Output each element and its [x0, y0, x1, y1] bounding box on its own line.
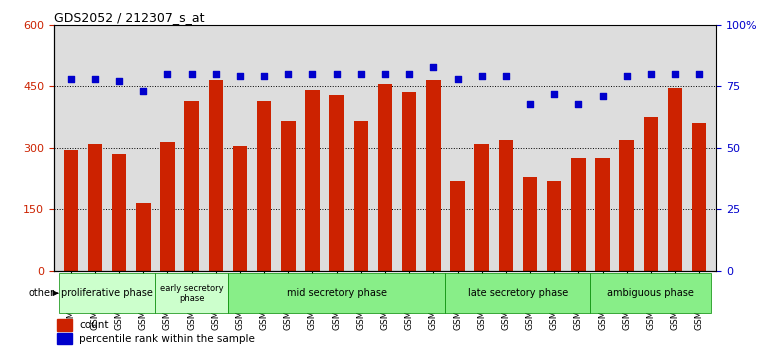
- Bar: [233, 146, 247, 271]
- Bar: [160, 142, 175, 271]
- Point: [330, 71, 343, 77]
- Text: percentile rank within the sample: percentile rank within the sample: [79, 334, 255, 344]
- Bar: [644, 117, 658, 271]
- Bar: [112, 154, 126, 271]
- Point: [572, 101, 584, 106]
- Point: [379, 71, 391, 77]
- Point: [234, 74, 246, 79]
- Point: [355, 71, 367, 77]
- Point: [282, 71, 294, 77]
- Point: [65, 76, 77, 82]
- Text: other: other: [28, 288, 54, 298]
- Bar: [571, 158, 586, 271]
- Bar: [305, 90, 320, 271]
- Bar: [209, 80, 223, 271]
- Point: [186, 71, 198, 77]
- Text: proliferative phase: proliferative phase: [61, 288, 153, 298]
- Bar: [692, 123, 706, 271]
- Point: [113, 79, 126, 84]
- Bar: [57, 319, 72, 331]
- Point: [162, 71, 174, 77]
- Point: [403, 71, 415, 77]
- Bar: [378, 84, 392, 271]
- Point: [693, 71, 705, 77]
- Point: [427, 64, 440, 69]
- Bar: [88, 144, 102, 271]
- Bar: [156, 273, 228, 313]
- Point: [306, 71, 319, 77]
- Bar: [426, 80, 440, 271]
- Point: [89, 76, 101, 82]
- Text: mid secretory phase: mid secretory phase: [286, 288, 387, 298]
- Bar: [330, 95, 344, 271]
- Bar: [57, 332, 72, 344]
- Text: early secretory
phase: early secretory phase: [160, 284, 223, 303]
- Bar: [64, 150, 78, 271]
- Bar: [257, 101, 271, 271]
- Bar: [499, 139, 513, 271]
- Point: [669, 71, 681, 77]
- Point: [548, 91, 561, 97]
- Text: late secretory phase: late secretory phase: [468, 288, 568, 298]
- Text: GDS2052 / 212307_s_at: GDS2052 / 212307_s_at: [54, 11, 204, 24]
- Point: [524, 101, 536, 106]
- Point: [137, 88, 149, 94]
- Point: [596, 93, 608, 99]
- Bar: [668, 88, 682, 271]
- Bar: [184, 101, 199, 271]
- Bar: [474, 144, 489, 271]
- Point: [451, 76, 464, 82]
- Bar: [281, 121, 296, 271]
- Point: [500, 74, 512, 79]
- Bar: [228, 273, 445, 313]
- Text: count: count: [79, 320, 109, 330]
- Text: ambiguous phase: ambiguous phase: [608, 288, 695, 298]
- Point: [621, 74, 633, 79]
- Bar: [402, 92, 417, 271]
- Bar: [445, 273, 591, 313]
- Bar: [619, 139, 634, 271]
- Bar: [547, 181, 561, 271]
- Bar: [595, 158, 610, 271]
- Bar: [591, 273, 711, 313]
- Bar: [353, 121, 368, 271]
- Point: [258, 74, 270, 79]
- Point: [476, 74, 488, 79]
- Bar: [450, 181, 465, 271]
- Bar: [59, 273, 156, 313]
- Point: [644, 71, 657, 77]
- Point: [209, 71, 222, 77]
- Bar: [136, 203, 151, 271]
- Bar: [523, 177, 537, 271]
